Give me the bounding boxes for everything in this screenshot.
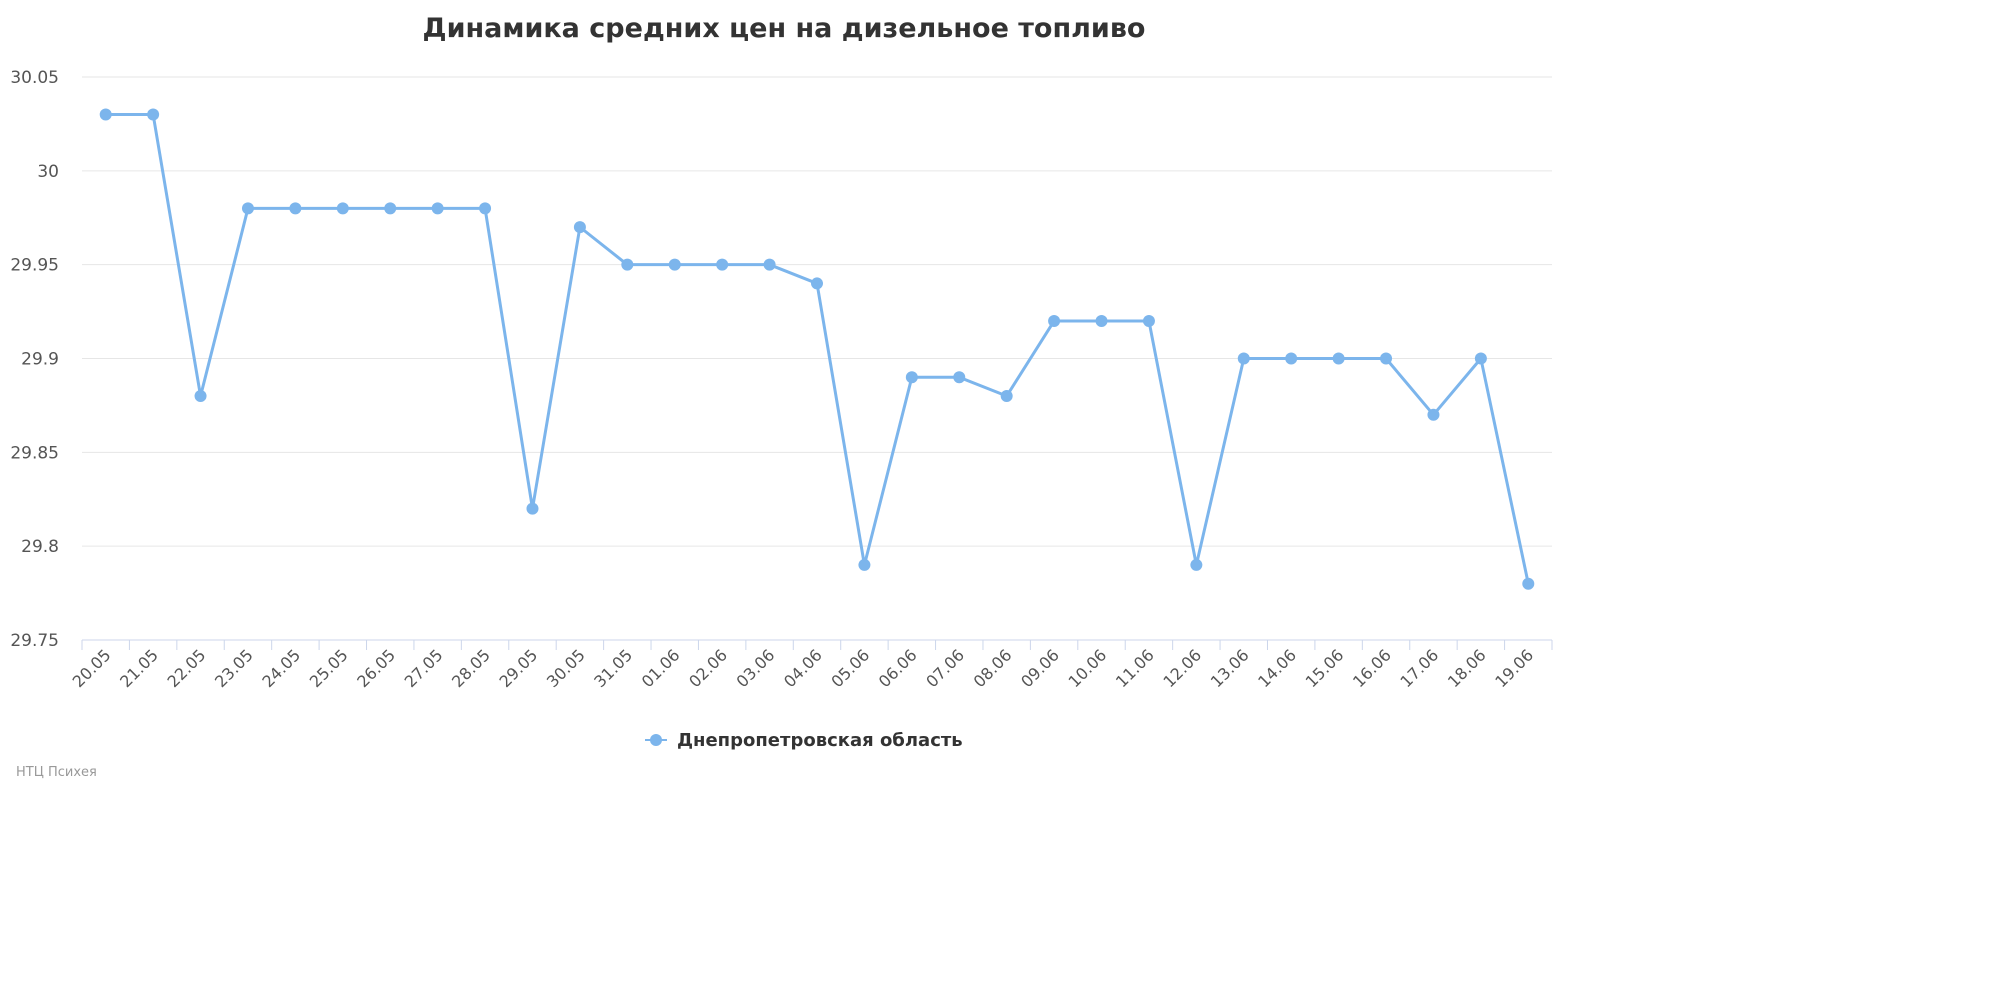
x-tick-label: 03.06 bbox=[733, 645, 779, 691]
x-tick-label: 27.05 bbox=[401, 645, 447, 691]
legend[interactable]: Днепропетровская область bbox=[645, 730, 963, 751]
series-group bbox=[99, 108, 1535, 590]
x-tick-label: 10.06 bbox=[1065, 645, 1111, 691]
y-tick-label: 29.85 bbox=[10, 443, 59, 463]
x-tick-label: 15.06 bbox=[1302, 645, 1348, 691]
data-point[interactable] bbox=[1332, 352, 1345, 365]
data-point[interactable] bbox=[526, 502, 539, 515]
y-tick-label: 29.8 bbox=[21, 537, 59, 557]
x-tick-label: 18.06 bbox=[1444, 645, 1490, 691]
data-point[interactable] bbox=[763, 258, 776, 271]
x-tick-label: 13.06 bbox=[1207, 645, 1253, 691]
data-point[interactable] bbox=[573, 221, 586, 234]
x-tick-label: 30.05 bbox=[543, 645, 589, 691]
data-point[interactable] bbox=[1142, 314, 1155, 327]
data-point[interactable] bbox=[1522, 577, 1535, 590]
x-tick-label: 11.06 bbox=[1112, 645, 1158, 691]
x-tick-label: 07.06 bbox=[922, 645, 968, 691]
x-tick-label: 17.06 bbox=[1396, 645, 1442, 691]
data-point[interactable] bbox=[621, 258, 634, 271]
x-tick-label: 29.05 bbox=[495, 645, 541, 691]
data-point[interactable] bbox=[953, 371, 966, 384]
y-tick-label: 30 bbox=[37, 162, 59, 182]
data-point[interactable] bbox=[1190, 558, 1203, 571]
data-point[interactable] bbox=[99, 108, 112, 121]
x-axis: 20.05 21.05 22.05 23.05 24.05 25.05 26.05 27.05… bbox=[69, 639, 1553, 691]
chart-canvas: Динамика средних цен на дизельное топлив… bbox=[10, 13, 1553, 780]
x-tick-label: 23.05 bbox=[211, 645, 257, 691]
x-tick-label: 12.06 bbox=[1159, 645, 1205, 691]
x-tick-label: 24.05 bbox=[258, 645, 304, 691]
series-line[interactable] bbox=[104, 113, 1530, 586]
data-point[interactable] bbox=[1000, 390, 1013, 403]
data-point[interactable] bbox=[241, 202, 254, 215]
gridlines bbox=[82, 76, 1552, 547]
x-tick-label: 02.06 bbox=[685, 645, 731, 691]
x-tick-label: 19.06 bbox=[1491, 645, 1537, 691]
x-tick-label: 31.05 bbox=[590, 645, 636, 691]
data-point[interactable] bbox=[431, 202, 444, 215]
y-tick-label: 29.95 bbox=[10, 256, 59, 276]
y-axis-labels: 29.75 29.8 29.85 29.9 29.95 30 30.05 bbox=[10, 68, 59, 651]
data-point[interactable] bbox=[1237, 352, 1250, 365]
legend-label[interactable]: Днепропетровская область bbox=[677, 730, 963, 751]
x-tick-label: 05.06 bbox=[827, 645, 873, 691]
data-point[interactable] bbox=[1380, 352, 1393, 365]
data-point[interactable] bbox=[905, 371, 918, 384]
x-tick-label: 09.06 bbox=[1017, 645, 1063, 691]
data-point[interactable] bbox=[384, 202, 397, 215]
x-tick-label: 20.05 bbox=[69, 645, 115, 691]
chart-title: Динамика средних цен на дизельное топлив… bbox=[423, 13, 1146, 44]
y-tick-label: 29.9 bbox=[21, 350, 59, 370]
x-tick-label: 14.06 bbox=[1254, 645, 1300, 691]
data-point[interactable] bbox=[1285, 352, 1298, 365]
x-tick-label: 28.05 bbox=[448, 645, 494, 691]
x-tick-label: 04.06 bbox=[780, 645, 826, 691]
x-tick-label: 06.06 bbox=[875, 645, 921, 691]
data-point[interactable] bbox=[289, 202, 302, 215]
x-tick-label: 26.05 bbox=[353, 645, 399, 691]
y-tick-label: 30.05 bbox=[10, 68, 59, 88]
data-point[interactable] bbox=[1095, 314, 1108, 327]
y-tick-label: 29.75 bbox=[10, 631, 59, 651]
x-tick-label: 01.06 bbox=[638, 645, 684, 691]
data-point[interactable] bbox=[858, 558, 871, 571]
credits[interactable]: НТЦ Психея bbox=[16, 765, 97, 780]
x-tick-label: 08.06 bbox=[970, 645, 1016, 691]
data-point[interactable] bbox=[811, 277, 823, 290]
data-point[interactable] bbox=[194, 390, 207, 403]
data-point[interactable] bbox=[1048, 314, 1061, 327]
data-point[interactable] bbox=[1427, 408, 1440, 421]
data-point[interactable] bbox=[147, 108, 160, 121]
x-tick-label: 21.05 bbox=[116, 645, 162, 691]
data-point[interactable] bbox=[716, 258, 729, 271]
x-tick-label: 22.05 bbox=[164, 645, 210, 691]
data-point[interactable] bbox=[479, 202, 492, 215]
x-tick-label: 16.06 bbox=[1349, 645, 1395, 691]
x-tick-label: 25.05 bbox=[306, 645, 352, 691]
legend-marker-icon bbox=[650, 734, 662, 746]
data-point[interactable] bbox=[336, 202, 349, 215]
data-point[interactable] bbox=[1474, 352, 1487, 365]
data-point[interactable] bbox=[668, 258, 681, 271]
